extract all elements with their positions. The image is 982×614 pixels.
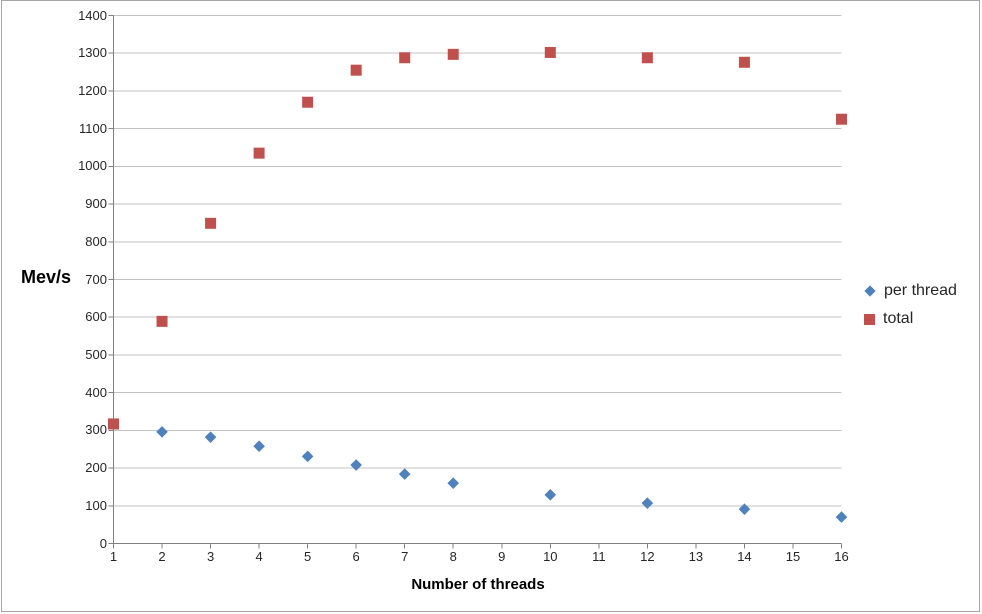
legend-label-per-thread: per thread [884, 282, 957, 299]
x-tick-label: 4 [255, 549, 263, 564]
data-point-square [641, 52, 653, 64]
data-point-square [836, 113, 847, 125]
data-point-diamond [398, 468, 411, 480]
x-tick-label: 15 [785, 549, 801, 564]
data-point-square [156, 315, 168, 327]
data-point-square [205, 217, 217, 229]
x-tick-label: 11 [592, 549, 606, 564]
x-tick-label: 6 [352, 549, 360, 564]
data-point-square [399, 52, 411, 64]
axes [108, 15, 842, 549]
x-tick-label: 7 [401, 549, 409, 564]
data-point-diamond [204, 431, 217, 443]
total-square-icon [864, 313, 875, 325]
data-point-square [302, 96, 314, 108]
y-tick-label: 400 [85, 384, 107, 400]
x-tick-label: 2 [158, 549, 166, 564]
y-tick-label: 1000 [78, 158, 107, 174]
x-tick-label: 16 [834, 549, 849, 564]
data-point-square [544, 46, 556, 58]
y-tick-label: 500 [85, 346, 107, 362]
data-point-diamond [641, 497, 654, 509]
data-point-diamond [301, 450, 314, 463]
y-tick-label: 1300 [78, 45, 107, 61]
y-tick-label: 600 [85, 309, 107, 325]
x-tick-label: 13 [688, 549, 704, 564]
x-tick-label: 1 [109, 549, 118, 564]
legend-label-total: total [883, 310, 914, 327]
per-thread-diamond-icon [864, 285, 876, 297]
y-tick-label: 200 [85, 460, 107, 476]
y-tick-label: 0 [99, 535, 107, 551]
data-point-square [447, 48, 459, 60]
x-tick-label: 14 [737, 549, 752, 564]
data-point-diamond [738, 503, 751, 515]
data-point-square [253, 147, 265, 159]
data-point-square [350, 64, 362, 76]
y-tick-label: 100 [85, 497, 107, 513]
data-point-diamond [253, 440, 265, 452]
data-point-diamond [350, 459, 362, 471]
y-tick-label: 700 [85, 271, 107, 287]
y-axis-title: Mev/s [21, 267, 72, 287]
legend-item-per-thread: per thread [864, 281, 957, 301]
x-axis-title: Number of threads [411, 576, 545, 593]
x-tick-label: 10 [543, 549, 558, 564]
y-tick-label: 300 [85, 422, 107, 438]
y-tick-label: 900 [85, 196, 107, 212]
data-point-square [738, 56, 750, 68]
gridlines [113, 15, 842, 507]
legend: per thread total [864, 281, 957, 329]
x-tick-label: 9 [498, 549, 506, 564]
x-tick-label: 5 [304, 549, 312, 564]
y-tick-label: 1200 [78, 82, 107, 98]
data-point-diamond [447, 477, 460, 489]
legend-item-total: total [864, 309, 957, 329]
y-tick-label: 800 [85, 233, 107, 249]
y-tick-label: 1100 [79, 120, 107, 136]
data-point-diamond [156, 426, 168, 438]
x-tick-label: 8 [449, 549, 457, 564]
series-total [108, 46, 847, 430]
data-point-square [108, 418, 119, 430]
data-point-diamond [544, 489, 557, 501]
series-per-thread [107, 418, 848, 523]
y-tick-label: 1400 [78, 7, 107, 23]
x-tick-label: 12 [640, 549, 655, 564]
data-point-diamond [835, 511, 848, 523]
x-tick-label: 3 [206, 549, 215, 564]
